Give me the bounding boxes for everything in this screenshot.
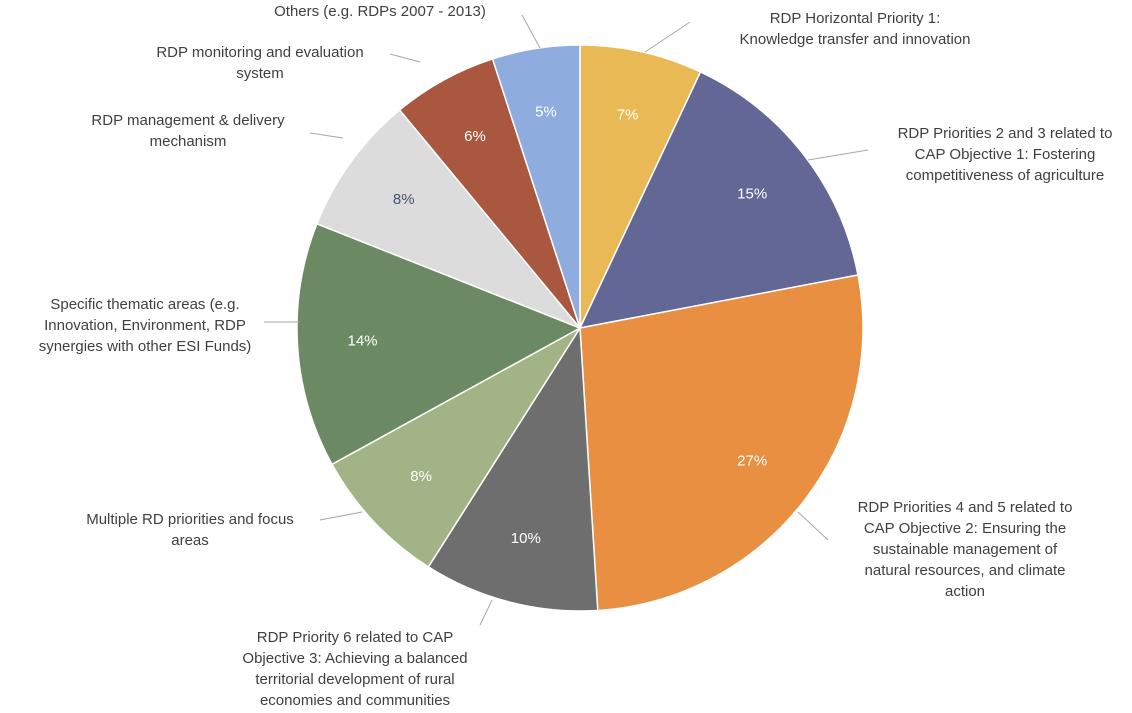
category-label: territorial development of rural	[255, 671, 454, 688]
data-label: 8%	[410, 468, 432, 485]
category-label: natural resources, and climate	[865, 562, 1066, 579]
data-label: 5%	[535, 104, 557, 121]
data-label: 10%	[511, 530, 541, 547]
category-label: RDP monitoring and evaluation	[156, 44, 363, 61]
category-label: RDP Priorities 4 and 5 related to	[858, 499, 1073, 516]
category-label: economies and communities	[260, 692, 450, 709]
category-label: Innovation, Environment, RDP	[44, 317, 246, 334]
category-label: competitiveness of agriculture	[906, 167, 1104, 184]
category-label: RDP management & delivery	[91, 112, 285, 129]
leader-line	[309, 132, 344, 139]
category-label: Objective 3: Achieving a balanced	[242, 650, 467, 667]
data-label: 14%	[348, 333, 378, 350]
leader-line	[644, 21, 691, 53]
category-label: Knowledge transfer and innovation	[740, 31, 971, 48]
category-label: mechanism	[150, 133, 227, 150]
pie-slice	[491, 44, 581, 329]
category-label: system	[236, 65, 284, 82]
category-label: RDP Horizontal Priority 1:	[770, 10, 941, 27]
data-label: 6%	[464, 128, 486, 145]
pie-slice	[330, 327, 581, 568]
category-label: Specific thematic areas (e.g.	[50, 296, 239, 313]
data-label: 15%	[737, 185, 767, 202]
pie-slice	[579, 44, 702, 329]
pie-slice	[315, 108, 581, 329]
data-label: 8%	[393, 191, 415, 208]
category-label: sustainable management of	[873, 541, 1058, 558]
data-label: 7%	[617, 106, 639, 123]
pie-slice	[427, 325, 599, 612]
leader-line	[389, 53, 421, 63]
category-label: RDP Priorities 2 and 3 related to	[898, 125, 1113, 142]
leader-line	[521, 14, 541, 49]
leader-line	[807, 149, 869, 161]
pie-slice	[578, 70, 859, 330]
category-label: areas	[171, 532, 209, 549]
data-label: 27%	[737, 453, 767, 470]
category-label: synergies with other ESI Funds)	[39, 338, 252, 355]
pie-slice	[579, 274, 864, 612]
leader-line	[319, 511, 363, 521]
leader-line	[797, 511, 829, 541]
category-label: Multiple RD priorities and focus	[86, 511, 294, 528]
category-label: Others (e.g. RDPs 2007 - 2013)	[274, 3, 486, 20]
pie-slice	[296, 222, 582, 466]
category-label: action	[945, 583, 985, 600]
category-label: CAP Objective 1: Fostering	[915, 146, 1096, 163]
category-label: RDP Priority 6 related to CAP	[257, 629, 453, 646]
category-label: CAP Objective 2: Ensuring the	[864, 520, 1066, 537]
leader-line	[479, 599, 493, 626]
